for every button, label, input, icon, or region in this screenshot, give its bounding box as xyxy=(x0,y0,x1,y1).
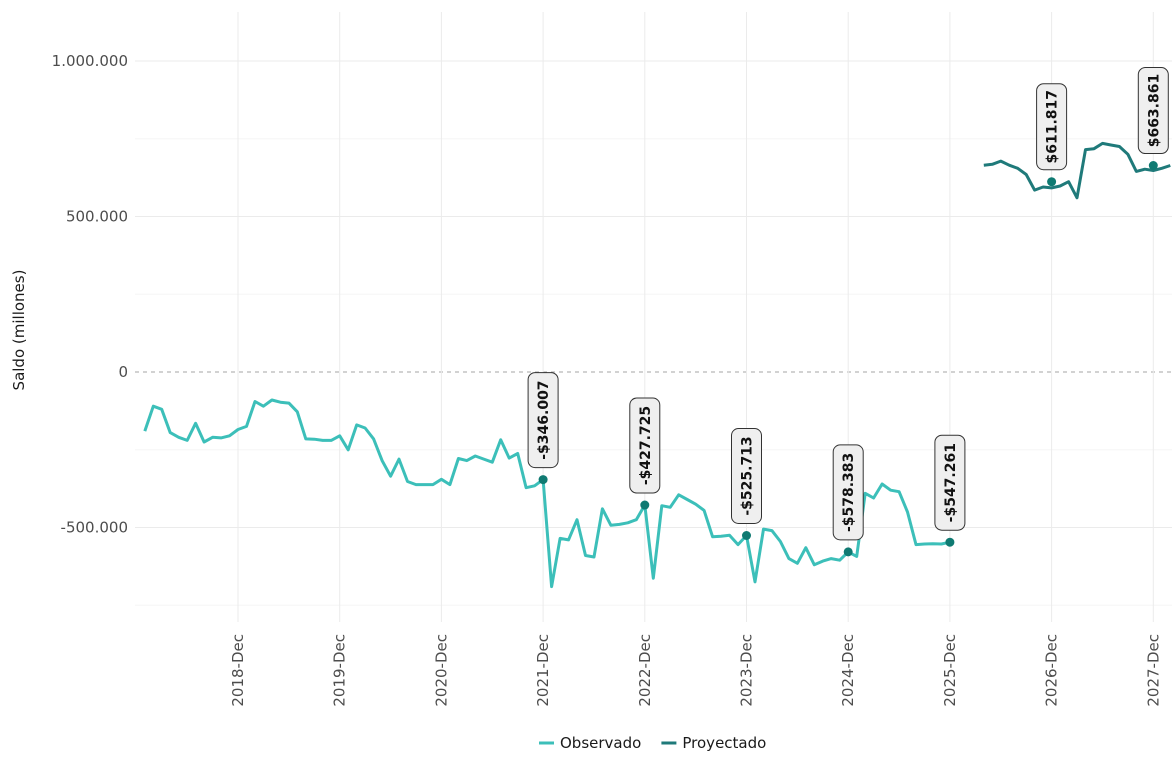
value-label: -$525.713 xyxy=(731,427,762,524)
value-label: -$547.261 xyxy=(934,434,966,531)
axes: 1.000.000 500.000 0 -500.000 2018-Dec 2019-De… xyxy=(52,52,1163,707)
x-tick-label: 2019-Dec xyxy=(331,634,349,707)
value-label-text: $611.817 xyxy=(1045,90,1061,164)
value-label-text: -$346.007 xyxy=(536,380,552,459)
series-line-observado xyxy=(143,398,951,589)
value-label-text: -$578.383 xyxy=(841,453,857,532)
x-tick-label: 2023-Dec xyxy=(738,634,756,707)
value-label: -$346.007 xyxy=(527,372,559,469)
y-tick-label: 1.000.000 xyxy=(52,52,128,70)
series-line-proyectado xyxy=(983,141,1171,200)
x-tick-label: 2018-Dec xyxy=(229,634,247,707)
x-tick-label: 2027-Dec xyxy=(1144,634,1162,707)
annotated-point xyxy=(640,500,650,510)
annotations: -$346.007 -$427.725 -$525.713 -$578.383 -$54… xyxy=(527,67,1169,557)
y-axis-label: Saldo (millones) xyxy=(10,270,28,391)
series xyxy=(143,141,1171,589)
annotated-point xyxy=(945,537,955,547)
value-label-text: -$547.261 xyxy=(943,443,959,522)
value-label-text: -$427.725 xyxy=(638,406,654,485)
x-tick-label: 2022-Dec xyxy=(636,634,654,707)
gridlines xyxy=(135,12,1172,622)
legend-label: Observado xyxy=(560,734,641,752)
x-tick-label: 2020-Dec xyxy=(432,634,450,707)
value-label: -$578.383 xyxy=(832,444,864,541)
value-label-text: $663.861 xyxy=(1146,74,1162,148)
x-tick-label: 2021-Dec xyxy=(534,634,552,707)
legend: Observado Proyectado xyxy=(539,734,766,752)
annotated-point xyxy=(538,475,548,485)
value-label: $611.817 xyxy=(1036,83,1068,171)
value-label-text: -$525.713 xyxy=(740,436,756,515)
legend-label: Proyectado xyxy=(682,734,766,752)
value-label: -$427.725 xyxy=(629,397,661,494)
annotated-point xyxy=(742,530,751,540)
value-label: $663.861 xyxy=(1137,67,1169,155)
annotated-point xyxy=(843,547,853,557)
y-tick-label: 500.000 xyxy=(66,208,128,226)
x-tick-label: 2024-Dec xyxy=(839,634,857,707)
annotated-point xyxy=(1047,177,1057,187)
x-tick-label: 2026-Dec xyxy=(1043,634,1061,707)
y-tick-label: -500.000 xyxy=(61,519,128,537)
x-tick-label: 2025-Dec xyxy=(941,634,959,707)
annotated-point xyxy=(1148,161,1158,171)
y-tick-label: 0 xyxy=(118,363,128,381)
